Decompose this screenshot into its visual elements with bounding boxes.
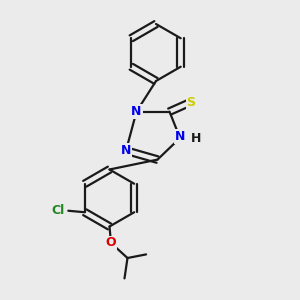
Text: N: N	[131, 105, 142, 118]
Text: N: N	[175, 130, 185, 143]
Text: Cl: Cl	[51, 204, 64, 217]
Text: O: O	[106, 236, 116, 250]
Text: H: H	[191, 131, 202, 145]
Text: S: S	[187, 95, 196, 109]
Text: N: N	[121, 144, 131, 157]
